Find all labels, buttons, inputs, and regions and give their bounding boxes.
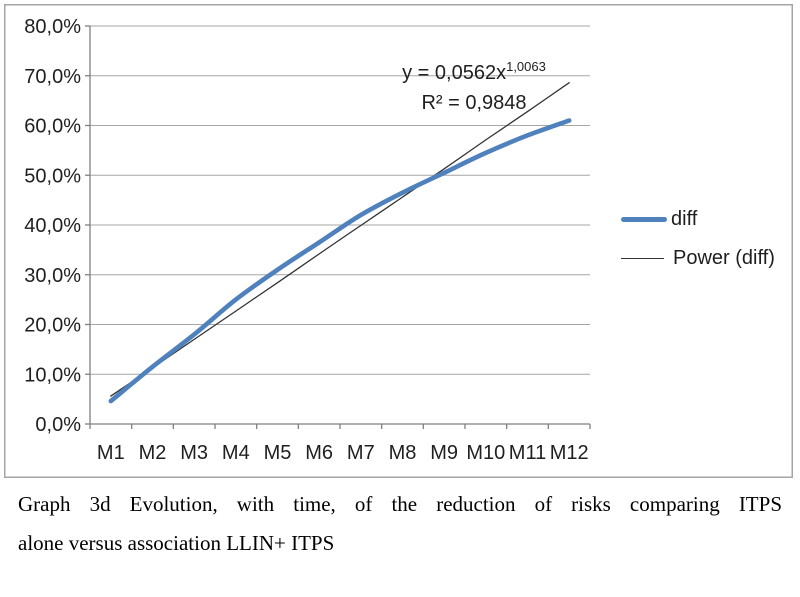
chart-legend: diff Power (diff) <box>621 207 775 269</box>
legend-item-diff: diff <box>621 207 775 230</box>
y-axis-label: 0,0% <box>35 414 81 436</box>
trendline-annotation: y = 0,0562x1,0063 R² = 0,9848 <box>364 59 584 117</box>
x-axis-label: M2 <box>139 442 167 464</box>
legend-line-sample-power <box>621 257 664 259</box>
chart: 0,0% 10,0% 20,0% 30,0% 40,0% 50,0% 60,0% 70,0% 8… <box>4 4 793 478</box>
caption-line-2: alone versus association LLIN+ ITPS <box>18 531 335 555</box>
y-axis-label: 60,0% <box>24 116 81 138</box>
x-axis-label: M9 <box>430 442 458 464</box>
trendline-power-diff <box>110 82 570 397</box>
x-axis-label: M7 <box>347 442 375 464</box>
y-axis-label: 70,0% <box>24 66 81 88</box>
line-chart-svg: 0,0% 10,0% 20,0% 30,0% 40,0% 50,0% 60,0% 70,0% 8… <box>4 4 793 478</box>
x-axis-label: M6 <box>305 442 333 464</box>
legend-label-power-diff: Power (diff) <box>673 246 775 269</box>
trendline-r-squared: R² = 0,9848 <box>421 92 527 114</box>
legend-line-sample-diff <box>621 216 667 222</box>
trendline-equation: y = 0,0562x1,0063 <box>364 59 584 89</box>
x-axis-label: M8 <box>389 442 417 464</box>
x-axis-label: M5 <box>264 442 292 464</box>
legend-label-diff: diff <box>671 207 698 230</box>
x-axis-label: M10 <box>466 442 505 464</box>
y-axis-label: 20,0% <box>24 315 81 337</box>
y-axis-label: 10,0% <box>24 364 81 386</box>
legend-item-power-diff: Power (diff) <box>621 246 775 269</box>
x-axis-label: M12 <box>550 442 589 464</box>
y-axis-label: 50,0% <box>24 165 81 187</box>
x-axis-label: M4 <box>222 442 250 464</box>
x-axis-label: M11 <box>509 442 546 464</box>
series-line-diff <box>108 118 572 404</box>
y-axis-label: 30,0% <box>24 265 81 287</box>
figure-caption: Graph 3d Evolution, with time, of the re… <box>18 489 782 558</box>
equation-base-text: y = 0,0562x <box>402 62 507 84</box>
chart-border <box>4 4 793 478</box>
equation-exponent-text: 1,0063 <box>506 59 546 74</box>
caption-line-1: Graph 3d Evolution, with time, of the re… <box>18 492 782 516</box>
x-axis-label: M3 <box>180 442 208 464</box>
y-axis-label: 40,0% <box>24 215 81 237</box>
x-axis-label: M1 <box>97 442 125 464</box>
y-axis-label: 80,0% <box>24 16 81 38</box>
